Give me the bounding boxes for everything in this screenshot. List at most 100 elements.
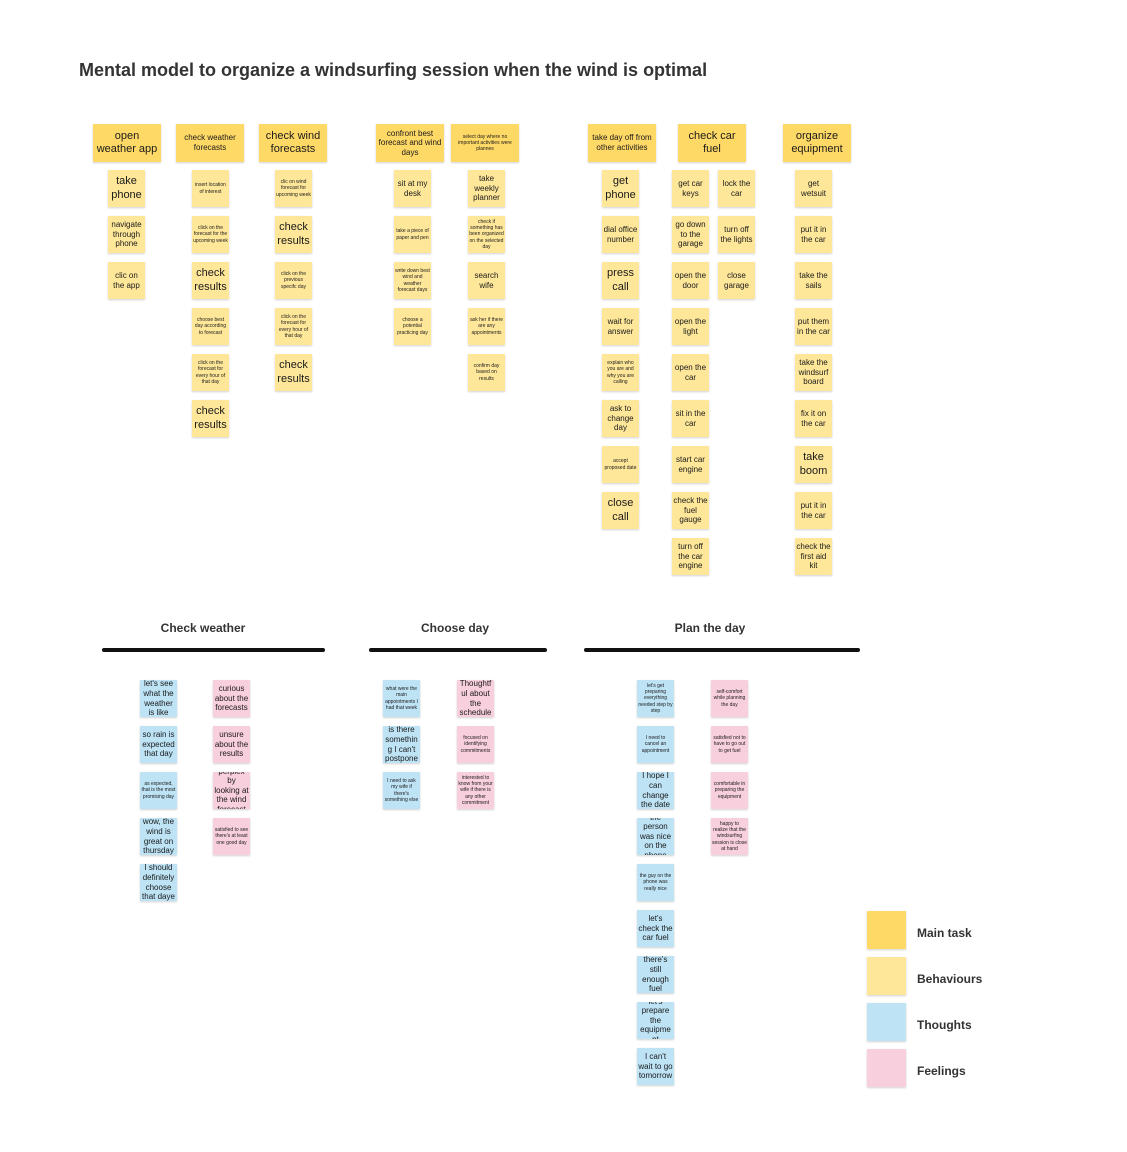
thought-note[interactable]: I hope I can change the date [637,772,674,809]
behaviour-note[interactable]: choose best day according to forecast [192,308,229,345]
behaviour-note[interactable]: check results [192,400,229,437]
behaviour-note[interactable]: dial office number [602,216,639,253]
behaviour-note[interactable]: check the first aid kit [795,538,832,575]
behaviour-note[interactable]: clic on the app [108,262,145,299]
feeling-note[interactable]: Thoughtful about the schedule [457,680,494,717]
feeling-note[interactable]: perplex by looking at the wind forecast [213,772,250,809]
feeling-note[interactable]: satisfied not to have to go out to get f… [711,726,748,763]
main-task-check-weather-forecasts[interactable]: check weather forecasts [176,124,244,162]
main-task-take-day-off[interactable]: take day off from other activities [588,124,656,162]
behaviour-note[interactable]: close call [602,492,639,529]
main-task-check-car-fuel[interactable]: check car fuel [678,124,746,162]
legend-label-main-task: Main task [917,926,972,940]
section-label-choose-day: Choose day [420,621,490,635]
section-divider [369,648,547,652]
behaviour-note[interactable]: choose a potential practicing day [394,308,431,345]
behaviour-note[interactable]: ask her if there are any appointments [468,308,505,345]
thought-note[interactable]: I can't wait to go tomorrow [637,1048,674,1085]
thought-note[interactable]: let's get preparing everything needed st… [637,680,674,717]
behaviour-note[interactable]: click on the forecast for every hour of … [192,354,229,391]
section-divider [584,648,860,652]
thought-note[interactable]: so rain is expected that day [140,726,177,763]
main-task-select-day[interactable]: select day where no important activities… [451,124,519,162]
feeling-note[interactable]: unsure about the results [213,726,250,763]
thought-note[interactable]: let's see what the weather is like [140,680,177,717]
thought-note[interactable]: there's still enough fuel [637,956,674,993]
thought-note[interactable]: is there something I can't postpone [383,726,420,763]
behaviour-note[interactable]: take weekly planner [468,170,505,207]
legend-label-feelings: Feelings [917,1064,966,1078]
thought-note[interactable]: I need to ask my wife if there's somethi… [383,772,420,809]
main-task-open-weather-app[interactable]: open weather app [93,124,161,162]
legend-swatch-feelings [867,1049,906,1087]
thought-note[interactable]: let's check the car fuel [637,910,674,947]
thought-note[interactable]: as expected, that is the most promising … [140,772,177,809]
behaviour-note[interactable]: open the light [672,308,709,345]
behaviour-note[interactable]: check if something has been organized on… [468,216,505,253]
behaviour-note[interactable]: fix it on the car [795,400,832,437]
behaviour-note[interactable]: check results [192,262,229,299]
behaviour-note[interactable]: lock the car [718,170,755,207]
behaviour-note[interactable]: navigate through phone [108,216,145,253]
behaviour-note[interactable]: press call [602,262,639,299]
legend-label-thoughts: Thoughts [917,1018,972,1032]
thought-note[interactable]: wow, the wind is great on thursday [140,818,177,855]
behaviour-note[interactable]: check results [275,216,312,253]
thought-note[interactable]: I should definitely choose that daye [140,864,177,901]
behaviour-note[interactable]: write down best wind and weather forecas… [394,262,431,299]
main-task-check-wind-forecasts[interactable]: check wind forecasts [259,124,327,162]
behaviour-note[interactable]: take phone [108,170,145,207]
behaviour-note[interactable]: take a piece of paper and pen [394,216,431,253]
page-title: Mental model to organize a windsurfing s… [79,60,708,80]
behaviour-note[interactable]: get wetsuit [795,170,832,207]
behaviour-note[interactable]: get car keys [672,170,709,207]
behaviour-note[interactable]: sit in the car [672,400,709,437]
behaviour-note[interactable]: go down to the garage [672,216,709,253]
behaviour-note[interactable]: accept proposed date [602,446,639,483]
behaviour-note[interactable]: take boom [795,446,832,483]
legend-swatch-main-task [867,911,906,949]
behaviour-note[interactable]: clic on wind forecast for upcoming week [275,170,312,207]
behaviour-note[interactable]: click on the forecast for every hour of … [275,308,312,345]
behaviour-note[interactable]: get phone [602,170,639,207]
behaviour-note[interactable]: put it in the car [795,492,832,529]
section-label-plan-day: Plan the day [674,621,746,635]
thought-note[interactable]: the person was nice on the phone [637,818,674,855]
behaviour-note[interactable]: close garage [718,262,755,299]
behaviour-note[interactable]: ask to change day [602,400,639,437]
feeling-note[interactable]: happy to realize that the windsurfing se… [711,818,748,855]
behaviour-note[interactable]: confirm day based on results [468,354,505,391]
thought-note[interactable]: let's prepare the equipment [637,1002,674,1039]
behaviour-note[interactable]: open the door [672,262,709,299]
main-task-organize-equipment[interactable]: organize equipment [783,124,851,162]
thought-note[interactable]: I need to cancel an appointment [637,726,674,763]
thought-note[interactable]: the guy on the phone was really nice [637,864,674,901]
behaviour-note[interactable]: turn off the car engine [672,538,709,575]
section-divider [102,648,325,652]
feeling-note[interactable]: curious about the forecasts [213,680,250,717]
behaviour-note[interactable]: click on the previous specifc day [275,262,312,299]
behaviour-note[interactable]: search wife [468,262,505,299]
feeling-note[interactable]: self-comfort while planning the day [711,680,748,717]
feeling-note[interactable]: interested to know from your wife if the… [457,772,494,809]
behaviour-note[interactable]: put it in the car [795,216,832,253]
behaviour-note[interactable]: start car engine [672,446,709,483]
behaviour-note[interactable]: open the car [672,354,709,391]
thought-note[interactable]: what were the main appointments I had th… [383,680,420,717]
behaviour-note[interactable]: turn off the lights [718,216,755,253]
feeling-note[interactable]: focused on identifying commitments [457,726,494,763]
behaviour-note[interactable]: sit at my desk [394,170,431,207]
legend-label-behaviours: Behaviours [917,972,983,986]
behaviour-note[interactable]: take the windsurf board [795,354,832,391]
behaviour-note[interactable]: explain who you are and why you are call… [602,354,639,391]
main-task-confront-forecast[interactable]: confront best forecast and wind days [376,124,444,162]
behaviour-note[interactable]: check the fuel gauge [672,492,709,529]
behaviour-note[interactable]: put them in the car [795,308,832,345]
behaviour-note[interactable]: take the sails [795,262,832,299]
feeling-note[interactable]: satisfied to see there's at least one go… [213,818,250,855]
behaviour-note[interactable]: check results [275,354,312,391]
behaviour-note[interactable]: click on the forecast for the upcoming w… [192,216,229,253]
behaviour-note[interactable]: insert location of interest [192,170,229,207]
feeling-note[interactable]: comfortable in preparing the equipment [711,772,748,809]
behaviour-note[interactable]: wait for answer [602,308,639,345]
